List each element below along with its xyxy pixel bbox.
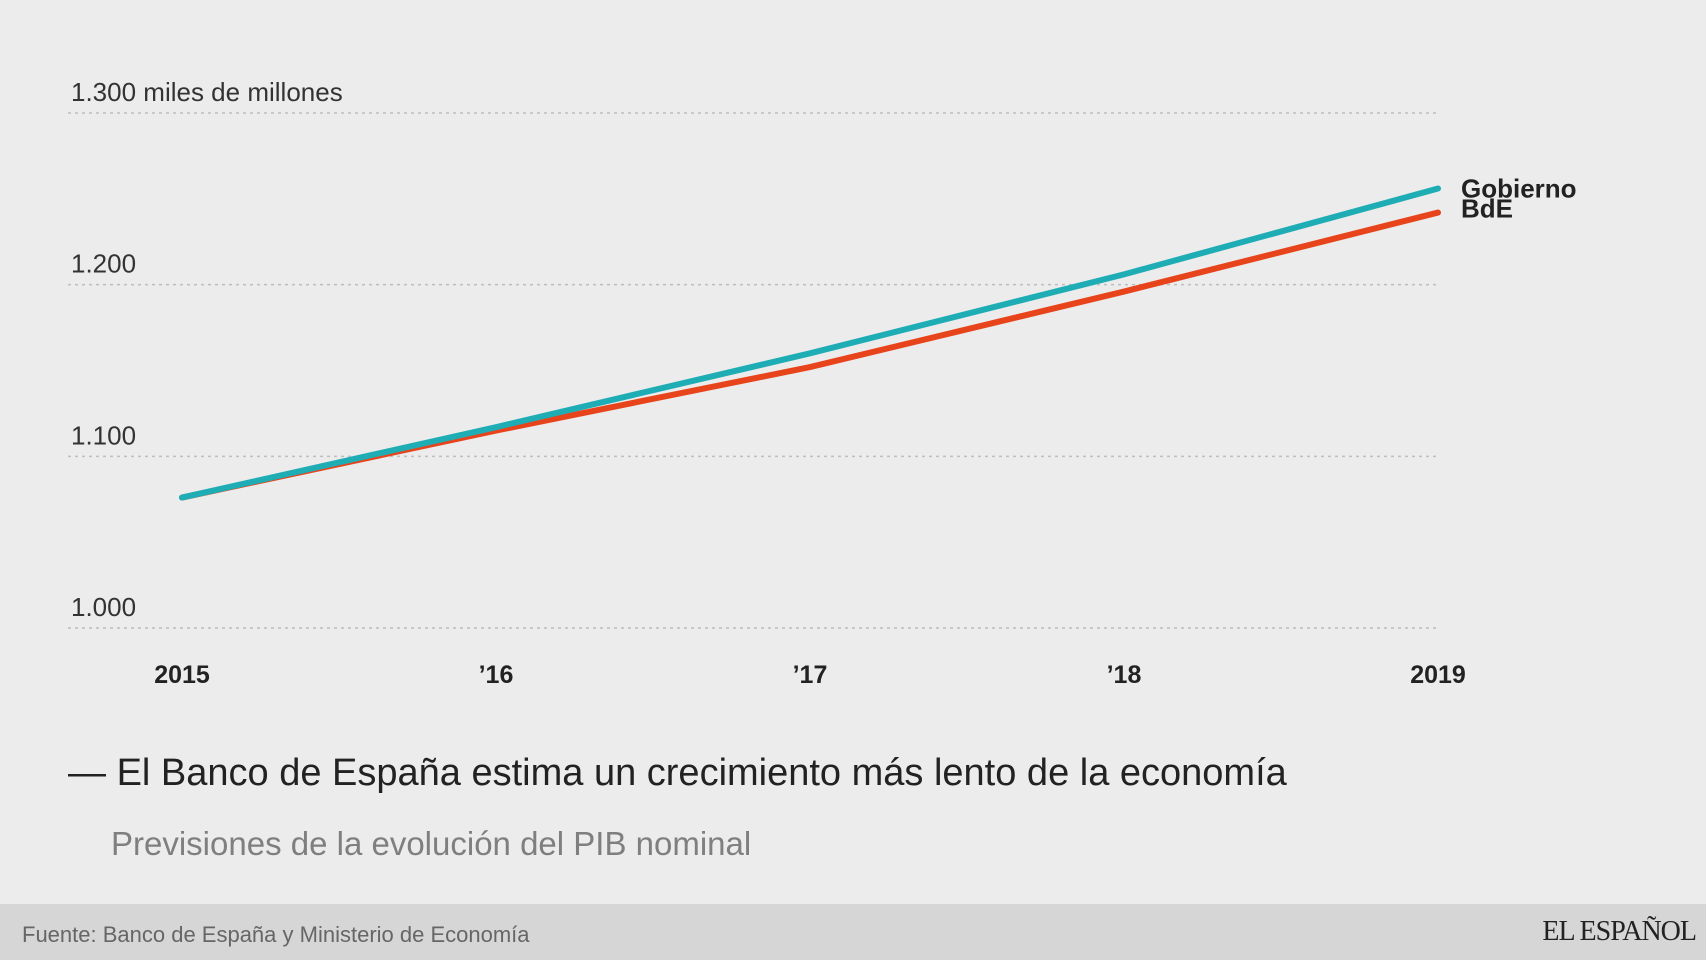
- x-axis-ticks: 2015 ’16 ’17 ’18 2019: [154, 661, 1466, 689]
- x-tick-label: ’18: [1107, 661, 1142, 689]
- y-tick-label: 1.000: [71, 592, 136, 622]
- chart-title: — El Banco de España estima un crecimien…: [68, 752, 1287, 794]
- x-tick-label: ’17: [793, 661, 828, 689]
- y-tick-label: 1.100: [71, 420, 136, 450]
- y-gridlines: [68, 112, 1438, 629]
- source-note: Fuente: Banco de España y Ministerio de …: [22, 922, 530, 947]
- y-tick-label: 1.300 miles de millones: [71, 77, 343, 107]
- x-tick-label: 2015: [154, 661, 210, 689]
- y-tick-label: 1.200: [71, 249, 136, 279]
- series-line-gobierno: [179, 185, 1441, 501]
- series-lines: [179, 185, 1441, 501]
- x-tick-label: ’16: [479, 661, 514, 689]
- y-axis-ticks: 1.000 1.100 1.200 1.300 miles de millones: [71, 77, 343, 622]
- line-chart: 1.000 1.100 1.200 1.300 miles de millones 2…: [68, 77, 1577, 689]
- chart-title-text: El Banco de España estima un crecimiento…: [116, 752, 1287, 794]
- chart-subtitle: Previsiones de la evolución del PIB nomi…: [111, 825, 752, 862]
- series-label-bde: BdE: [1461, 194, 1513, 224]
- x-tick-label: 2019: [1410, 661, 1466, 689]
- series-label-gobierno: Gobierno: [1461, 174, 1577, 204]
- footer-bar: Fuente: Banco de España y Ministerio de …: [0, 904, 1706, 960]
- brand-logo: EL ESPAÑOL: [1542, 916, 1697, 947]
